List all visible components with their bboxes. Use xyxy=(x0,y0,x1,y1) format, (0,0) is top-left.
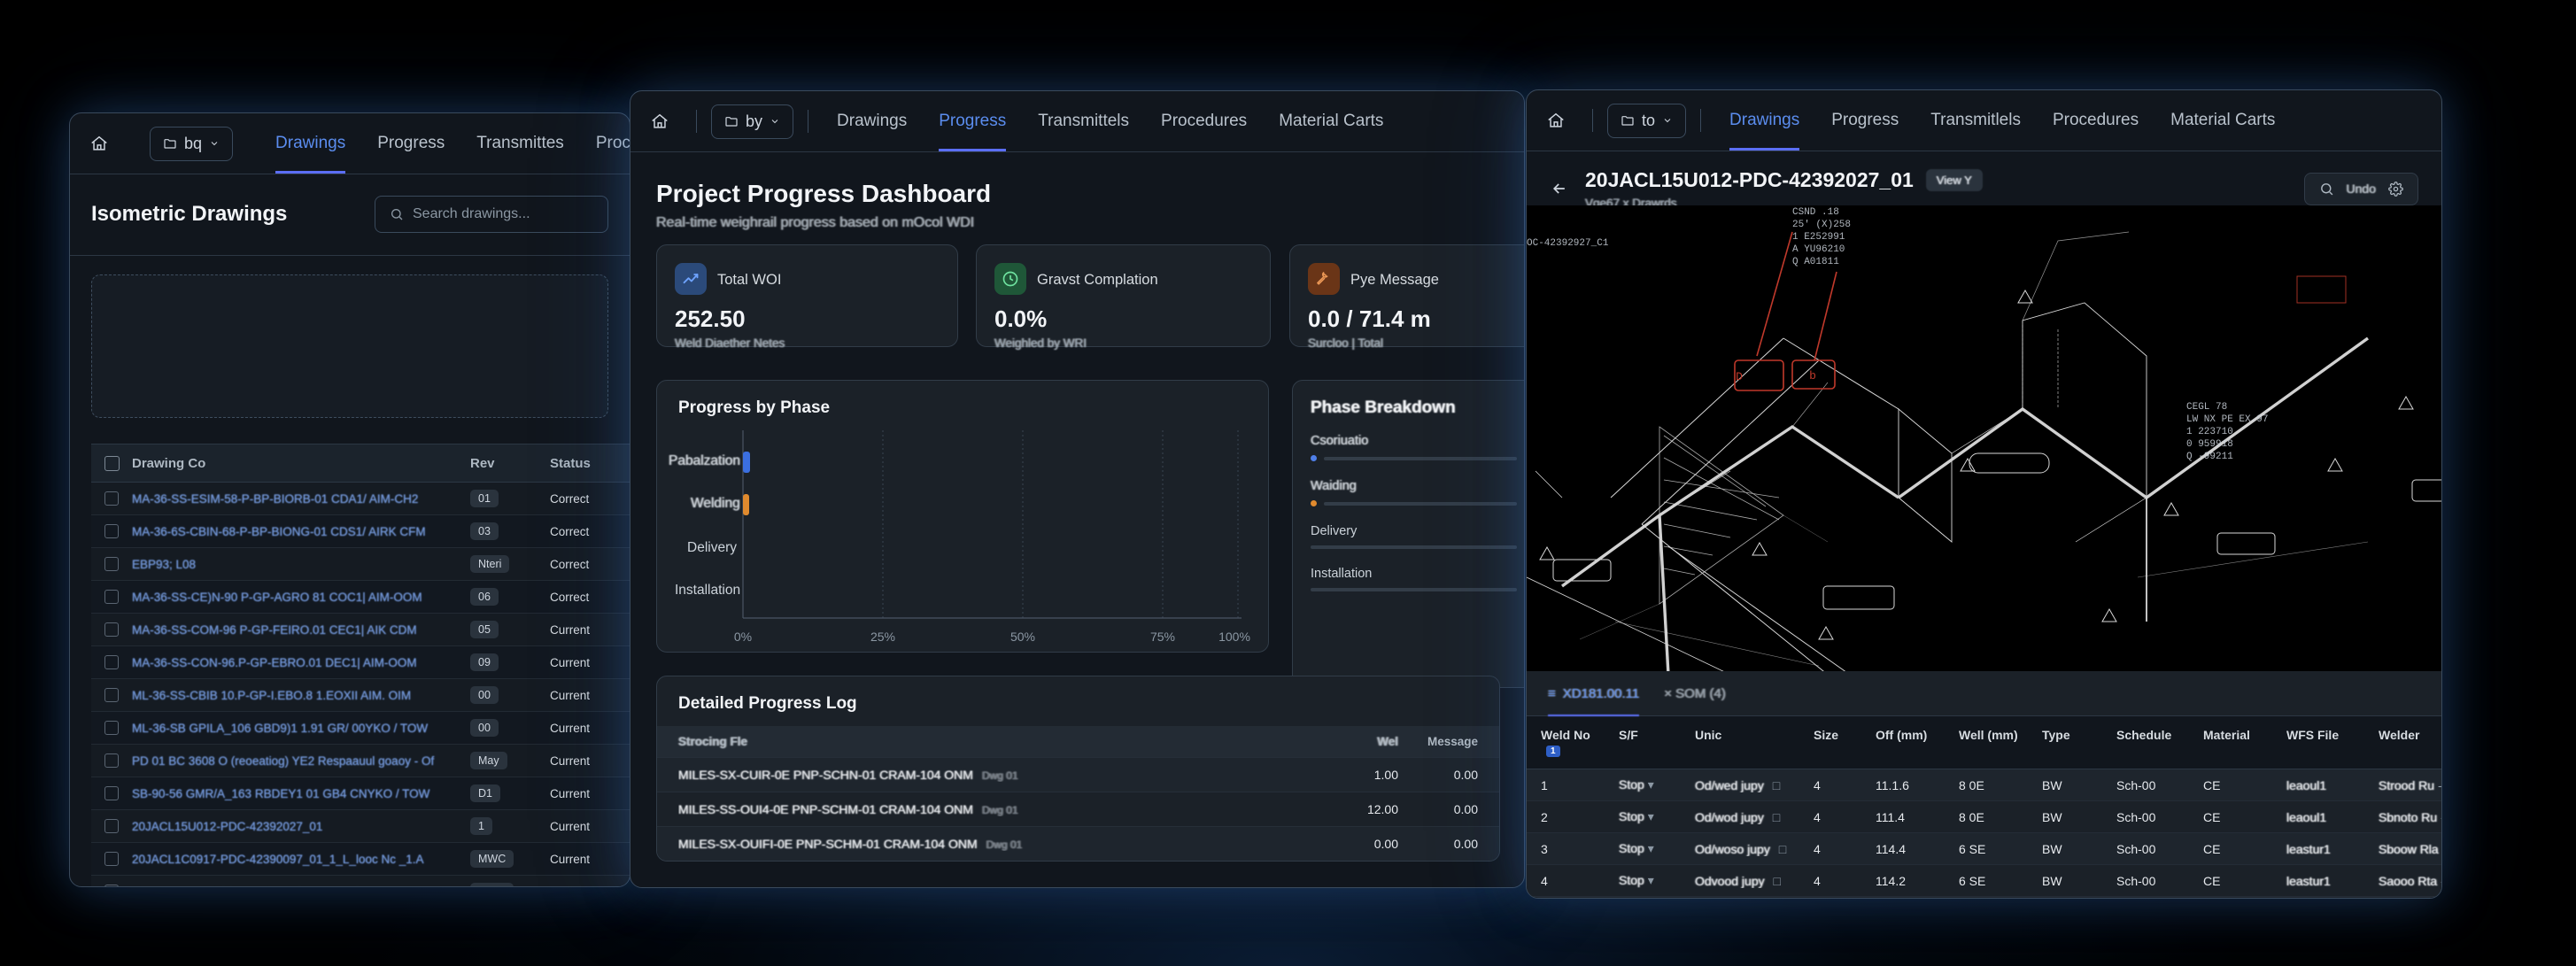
svg-text:Q A01811: Q A01811 xyxy=(1792,257,1839,267)
svg-text:Q -99211: Q -99211 xyxy=(2186,452,2233,462)
svg-text:D: D xyxy=(1736,370,1743,383)
svg-text:0%: 0% xyxy=(734,630,752,644)
svg-text:0 959918: 0 959918 xyxy=(2186,439,2233,450)
svg-text:1 E252991: 1 E252991 xyxy=(1792,232,1845,243)
svg-text:LW NX PE EX.97: LW NX PE EX.97 xyxy=(2186,414,2268,425)
svg-text:1 223710: 1 223710 xyxy=(2186,427,2233,437)
svg-text:CEGL 78: CEGL 78 xyxy=(2186,402,2227,413)
svg-text:b: b xyxy=(1809,369,1816,383)
svg-text:25' (X)258: 25' (X)258 xyxy=(1792,220,1851,230)
svg-text:CSND .18: CSND .18 xyxy=(1792,207,1839,218)
svg-text:50%: 50% xyxy=(1010,630,1035,644)
svg-text:25%: 25% xyxy=(870,630,895,644)
svg-text:100%: 100% xyxy=(1218,630,1250,644)
svg-text:OC-42392927_C1: OC-42392927_C1 xyxy=(1527,238,1609,249)
svg-text:75%: 75% xyxy=(1150,630,1175,644)
svg-text:A YU96210: A YU96210 xyxy=(1792,244,1845,255)
